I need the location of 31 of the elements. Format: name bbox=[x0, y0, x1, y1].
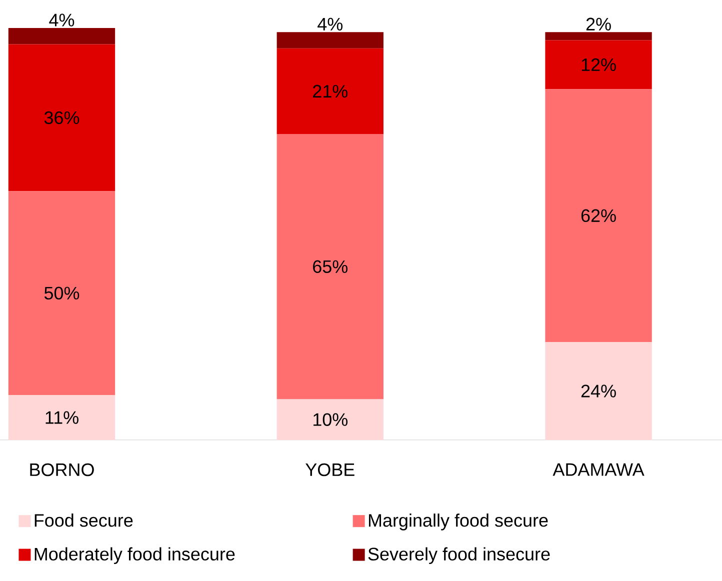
legend-label: Marginally food secure bbox=[368, 514, 548, 530]
x-tick-label: YOBE bbox=[306, 463, 354, 476]
data-label: 50% bbox=[44, 286, 80, 300]
bar bbox=[8, 191, 116, 396]
bar bbox=[545, 32, 652, 40]
data-label: 65% bbox=[313, 260, 348, 273]
data-label: 36% bbox=[44, 111, 80, 124]
data-label: 24% bbox=[581, 384, 616, 398]
bar bbox=[545, 40, 652, 90]
data-label: 12% bbox=[582, 58, 616, 72]
bar bbox=[276, 48, 384, 134]
data-label: 21% bbox=[313, 84, 348, 98]
x-tick-label: BORNO bbox=[30, 463, 94, 476]
bar bbox=[8, 395, 116, 440]
bar bbox=[545, 89, 652, 342]
bar bbox=[276, 134, 384, 400]
data-label: 62% bbox=[581, 209, 616, 222]
bar bbox=[276, 32, 384, 48]
data-label: 11% bbox=[46, 411, 78, 424]
bar bbox=[8, 28, 116, 44]
bar bbox=[8, 44, 116, 192]
data-label: 4% bbox=[49, 14, 74, 26]
legend-label: Food secure bbox=[34, 514, 133, 527]
bar bbox=[276, 399, 384, 440]
bar bbox=[545, 342, 652, 440]
data-label: 4% bbox=[318, 18, 343, 30]
x-tick-label: ADAMAWA bbox=[552, 463, 644, 476]
data-label: 2% bbox=[586, 18, 611, 30]
legend-label: Moderately food insecure bbox=[34, 547, 235, 564]
data-label: 10% bbox=[314, 413, 348, 426]
legend-label: Severely food insecure bbox=[368, 547, 550, 564]
